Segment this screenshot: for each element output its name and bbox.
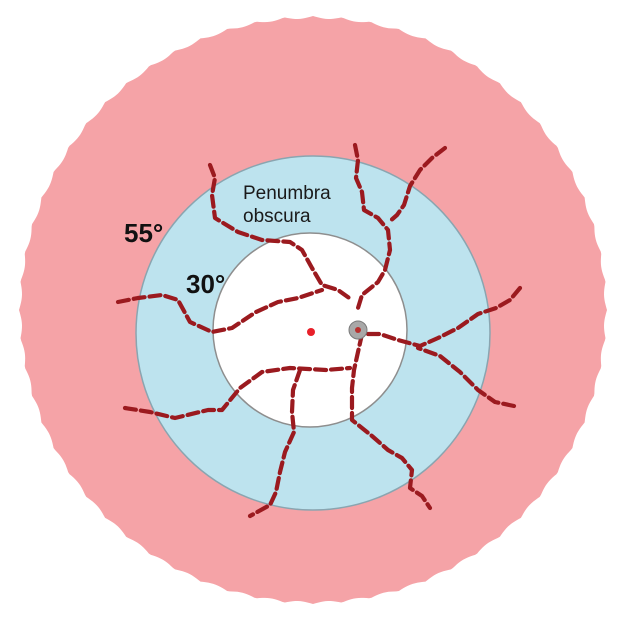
vessel-far-upper-right [386, 145, 448, 225]
penumbra-label-line2: obscura [243, 206, 311, 227]
inner-angle-label: 30° [186, 269, 225, 299]
vessel-right-upper [359, 285, 523, 349]
vessel-upper-left [207, 162, 355, 303]
vessel-left-lower [122, 365, 353, 421]
vessel-left-mid [115, 287, 325, 335]
vessel-right-lower [415, 345, 517, 409]
outer-angle-label: 55° [124, 218, 163, 248]
vessel-upper-right [352, 142, 393, 311]
fovea-dot [307, 328, 315, 336]
optic-disc [348, 320, 368, 340]
vessel-lower [247, 367, 303, 519]
vessel-center-right [349, 331, 433, 511]
retinal-vessels [115, 142, 523, 519]
penumbra-label-line1: Penumbra [243, 183, 331, 204]
